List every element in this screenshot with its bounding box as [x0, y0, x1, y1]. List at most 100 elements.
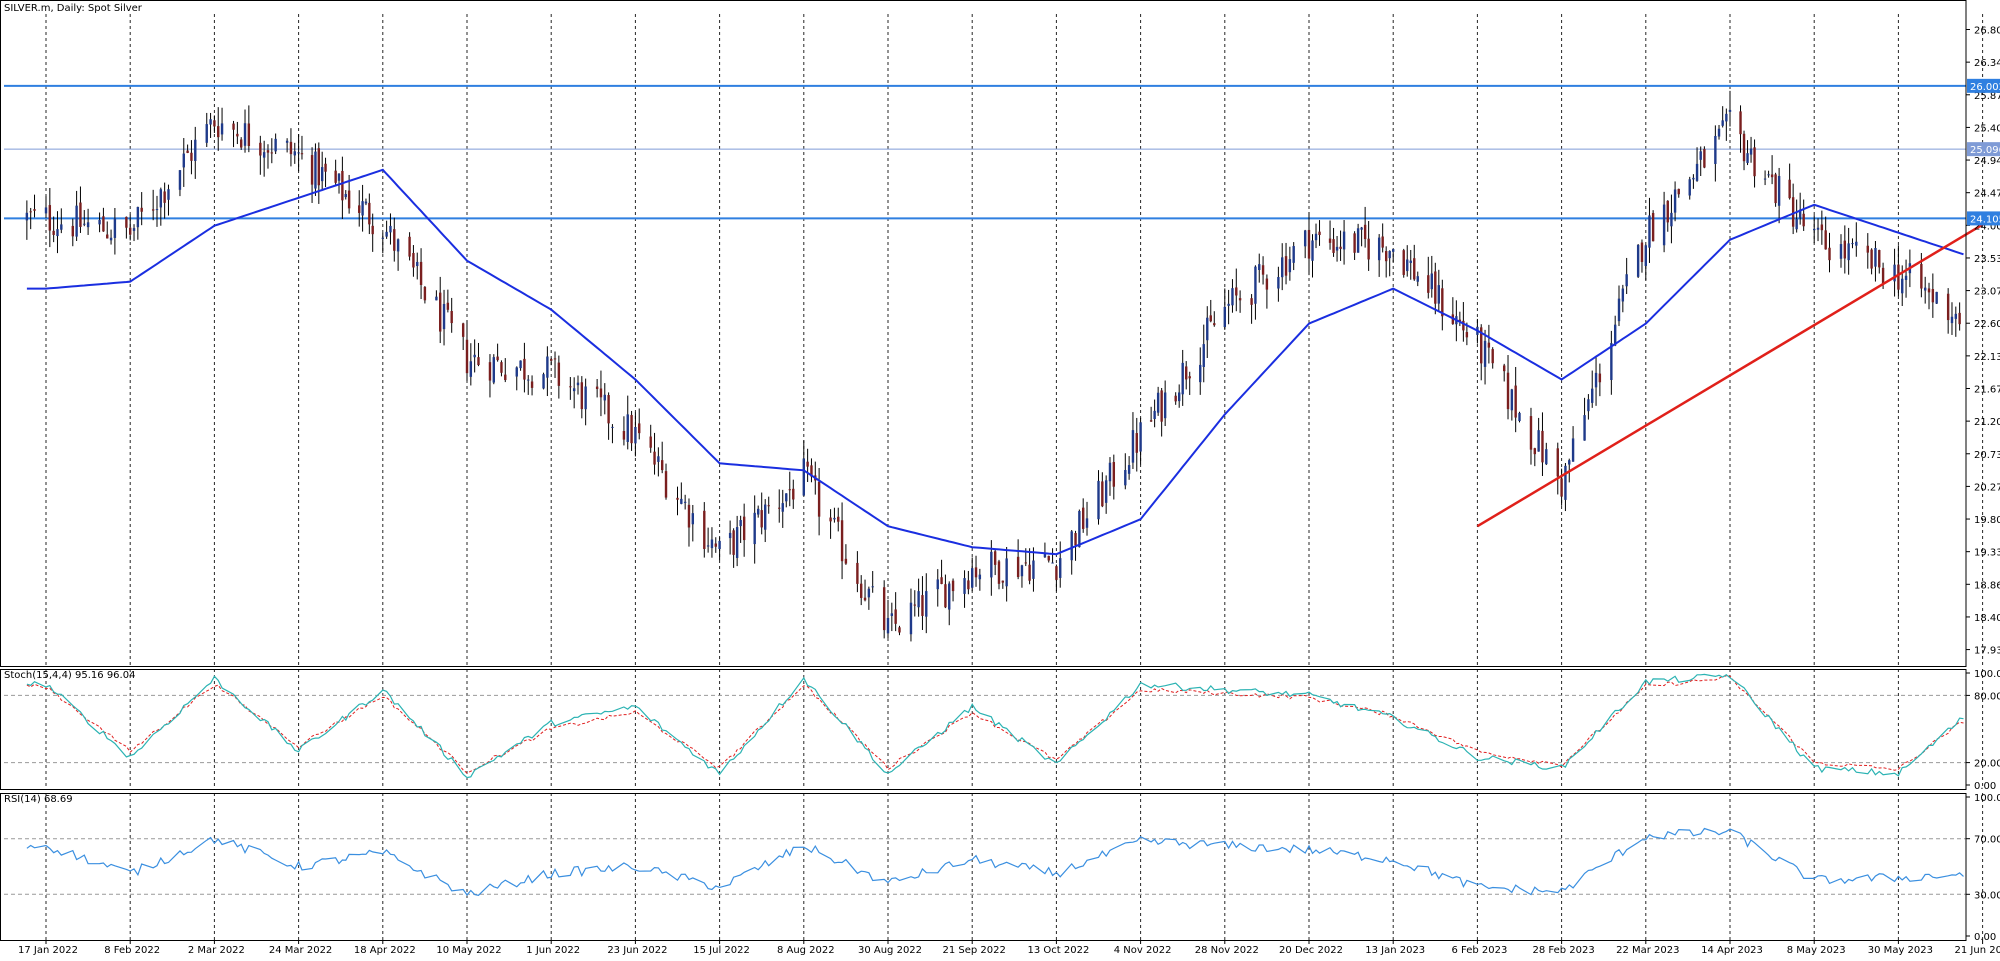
candle-body — [971, 568, 974, 588]
candle-body — [1651, 213, 1655, 242]
price-tick-label: 25.407 — [1974, 123, 2000, 134]
candle-body — [435, 296, 438, 301]
candle-body — [898, 627, 901, 633]
x-tick-label: 21 Jun 2023 — [1955, 945, 2000, 956]
rsi-line — [26, 827, 1964, 896]
candle-body — [1695, 163, 1699, 181]
rsi-label: RSI(14) 68.69 — [4, 794, 73, 805]
candle-body — [1843, 240, 1847, 259]
candle-body — [1185, 366, 1188, 380]
candle-body — [527, 379, 530, 381]
candle-body — [680, 498, 683, 504]
candle-body — [1728, 109, 1732, 112]
candle-body — [385, 231, 388, 237]
candle-body — [1032, 560, 1035, 579]
candle-body — [810, 465, 813, 477]
candle-body — [1560, 478, 1563, 497]
candle-body — [1413, 258, 1416, 280]
candle-body — [1227, 303, 1230, 306]
x-tick-label: 17 Jan 2022 — [18, 945, 78, 956]
x-tick-label: 24 Mar 2022 — [269, 945, 332, 956]
candle-body — [1958, 312, 1961, 325]
candle-body — [990, 551, 993, 578]
price-tick-label: 23.072 — [1974, 287, 2000, 298]
candle-body — [140, 207, 143, 212]
x-tick-label: 23 Jun 2022 — [607, 945, 667, 956]
candle-body — [1666, 200, 1669, 223]
candle-body — [232, 123, 235, 130]
candle-body — [167, 189, 170, 200]
candle-body — [1406, 259, 1409, 272]
candle-body — [1591, 388, 1594, 403]
candle-body — [492, 357, 495, 383]
candle-body — [52, 230, 55, 235]
candle-body — [1816, 227, 1820, 230]
candle-body — [1954, 313, 1958, 319]
candle-body — [1502, 365, 1506, 372]
candle-body — [944, 584, 947, 608]
price-tick-label: 18.402 — [1974, 613, 2000, 624]
candle-body — [1878, 250, 1881, 268]
price-tick-label: 18.869 — [1974, 580, 2000, 591]
candle-body — [1231, 288, 1234, 306]
candle-body — [649, 436, 652, 448]
candle-body — [1206, 317, 1209, 341]
candle-body — [1518, 412, 1521, 422]
candle-body — [1699, 151, 1702, 160]
candle-body — [1202, 344, 1205, 368]
candle-body — [1824, 230, 1827, 250]
candle-body — [1893, 264, 1896, 282]
candle-body — [469, 361, 473, 377]
candle-body — [1813, 228, 1816, 231]
candle-body — [1855, 241, 1858, 246]
candle-body — [1043, 552, 1047, 558]
candle-body — [739, 520, 742, 527]
candle-body — [1356, 228, 1360, 253]
candle-body — [1402, 250, 1405, 275]
candle-body — [236, 133, 239, 137]
candle-body — [778, 507, 781, 509]
candle-body — [1851, 243, 1854, 245]
price-tick-label: 19.803 — [1974, 515, 2000, 526]
candle-body — [163, 191, 166, 203]
candle-body — [1598, 373, 1602, 383]
candle-body — [519, 360, 522, 369]
candle-body — [1104, 480, 1108, 503]
stochastic-panel-frame — [0, 669, 1967, 790]
candle-body — [239, 139, 243, 148]
candle-body — [595, 386, 599, 390]
candle-body — [657, 456, 660, 462]
candle-body — [1839, 244, 1843, 259]
candle-body — [1416, 276, 1419, 282]
candle-body — [1307, 229, 1311, 259]
price-tick-label: 25.874 — [1974, 91, 2000, 102]
candle-body — [1866, 245, 1869, 253]
candle-body — [1537, 430, 1540, 452]
rsi-tick-label: 100.00 — [1974, 793, 2000, 804]
candle-body — [1254, 266, 1257, 304]
candle-body — [1139, 422, 1142, 452]
price-tick-label: 21.204 — [1974, 417, 2000, 428]
candle-body — [1074, 533, 1077, 546]
price-tick-label: 22.138 — [1974, 352, 2000, 363]
candle-body — [1483, 340, 1487, 367]
candle-body — [1625, 274, 1628, 287]
candle-body — [1465, 332, 1469, 338]
candle-body — [1059, 558, 1062, 578]
candle-body — [1381, 236, 1384, 248]
candle-body — [687, 504, 691, 528]
candle-body — [1016, 556, 1020, 577]
candle-body — [1480, 327, 1483, 364]
candle-body — [1353, 233, 1356, 253]
candle-body — [1127, 465, 1131, 474]
price-tick-label: 20.737 — [1974, 450, 2000, 461]
candle-body — [1101, 481, 1104, 507]
chart-title: SILVER.m, Daily: Spot Silver — [4, 3, 142, 14]
candle-body — [572, 388, 576, 392]
candle-body — [159, 189, 163, 208]
candle-body — [1028, 564, 1031, 581]
price-tick-label: 24.473 — [1974, 189, 2000, 200]
x-tick-label: 18 Apr 2022 — [354, 945, 416, 956]
candle-body — [182, 153, 185, 168]
